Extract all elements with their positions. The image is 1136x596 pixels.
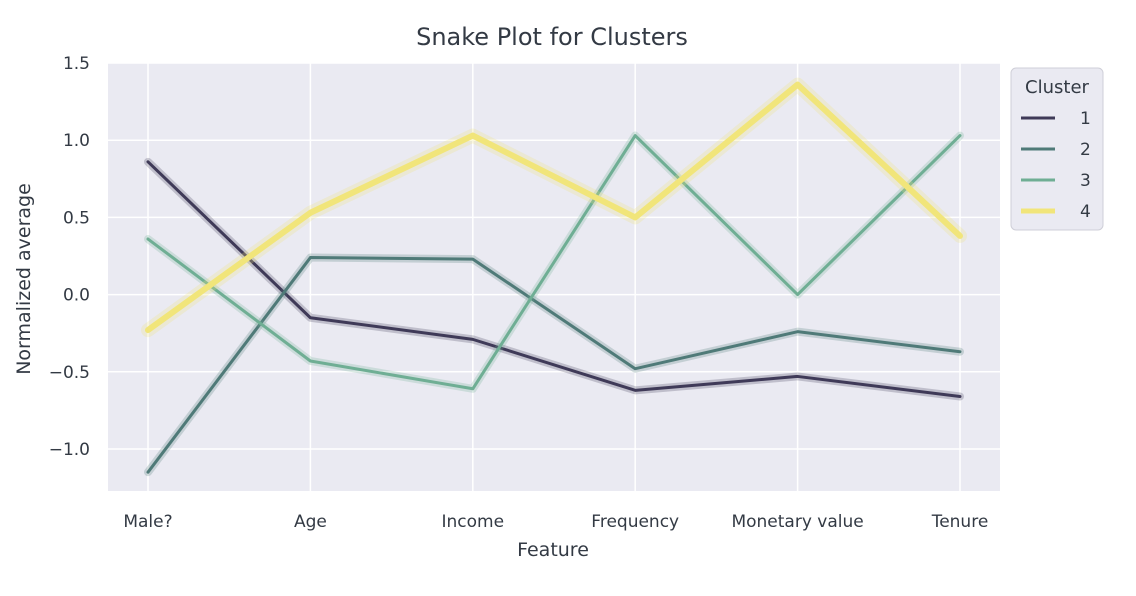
- x-axis-label: Feature: [517, 539, 589, 561]
- x-tick-label: Male?: [123, 512, 172, 532]
- plot-area: [108, 63, 1000, 491]
- y-tick-label: 1.0: [63, 131, 90, 151]
- legend-label-2: 2: [1080, 140, 1091, 160]
- legend-box: [1010, 67, 1104, 231]
- legend-label-3: 3: [1080, 171, 1091, 191]
- y-tick-label: −0.5: [49, 363, 90, 383]
- legend-items: 1 2 3 4: [1021, 109, 1091, 222]
- y-tick-label: 0.0: [63, 286, 90, 306]
- legend-title: Cluster: [1025, 77, 1089, 98]
- x-tick-label: Income: [442, 512, 505, 532]
- y-tick-labels: 1.5 1.0 0.5 0.0 −0.5 −1.0: [49, 54, 90, 460]
- x-tick-label: Frequency: [591, 512, 679, 532]
- x-tick-labels: Male? Age Income Frequency Monetary value Ten…: [123, 512, 988, 532]
- series-4-line: [145, 81, 963, 334]
- legend-label-1: 1: [1080, 109, 1091, 129]
- y-axis-label: Normalized average: [13, 183, 35, 375]
- y-tick-label: 0.5: [63, 208, 90, 228]
- legend: Cluster 1 2 3 4: [1010, 67, 1104, 231]
- series-lines: [141, 77, 967, 477]
- series-3-line: [146, 134, 962, 391]
- x-tick-label: Age: [294, 512, 327, 532]
- y-tick-label: −1.0: [49, 440, 90, 460]
- y-tick-label: 1.5: [63, 54, 90, 74]
- legend-label-4: 4: [1080, 202, 1091, 222]
- x-tick-label: Monetary value: [731, 512, 863, 532]
- chart-title: Snake Plot for Clusters: [416, 23, 688, 51]
- series-2-line: [146, 256, 962, 474]
- x-tick-label: Tenure: [931, 512, 989, 532]
